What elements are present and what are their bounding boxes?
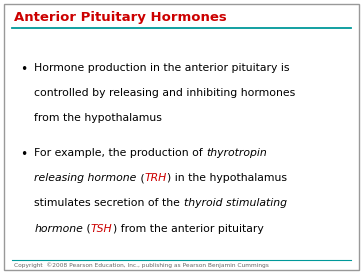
Text: ) in the hypothalamus: ) in the hypothalamus	[167, 173, 287, 183]
Text: controlled by releasing and inhibiting hormones: controlled by releasing and inhibiting h…	[34, 88, 296, 98]
Text: (: (	[83, 224, 91, 233]
Text: Anterior Pituitary Hormones: Anterior Pituitary Hormones	[14, 11, 227, 24]
Text: from the hypothalamus: from the hypothalamus	[34, 113, 162, 123]
Text: thyrotropin: thyrotropin	[207, 148, 268, 158]
Text: (: (	[137, 173, 144, 183]
Text: ) from the anterior pituitary: ) from the anterior pituitary	[113, 224, 264, 233]
Text: TRH: TRH	[144, 173, 167, 183]
Text: For example, the production of: For example, the production of	[34, 148, 207, 158]
Text: •: •	[20, 63, 27, 76]
Text: Copyright  ©2008 Pearson Education, Inc., publishing as Pearson Benjamin Cumming: Copyright ©2008 Pearson Education, Inc.,…	[14, 262, 269, 268]
Text: Hormone production in the anterior pituitary is: Hormone production in the anterior pitui…	[34, 63, 290, 73]
Text: releasing hormone: releasing hormone	[34, 173, 137, 183]
Text: hormone: hormone	[34, 224, 83, 233]
Text: thyroid stimulating: thyroid stimulating	[184, 198, 287, 208]
Text: TSH: TSH	[91, 224, 113, 233]
Text: •: •	[20, 148, 27, 161]
Text: stimulates secretion of the: stimulates secretion of the	[34, 198, 184, 208]
